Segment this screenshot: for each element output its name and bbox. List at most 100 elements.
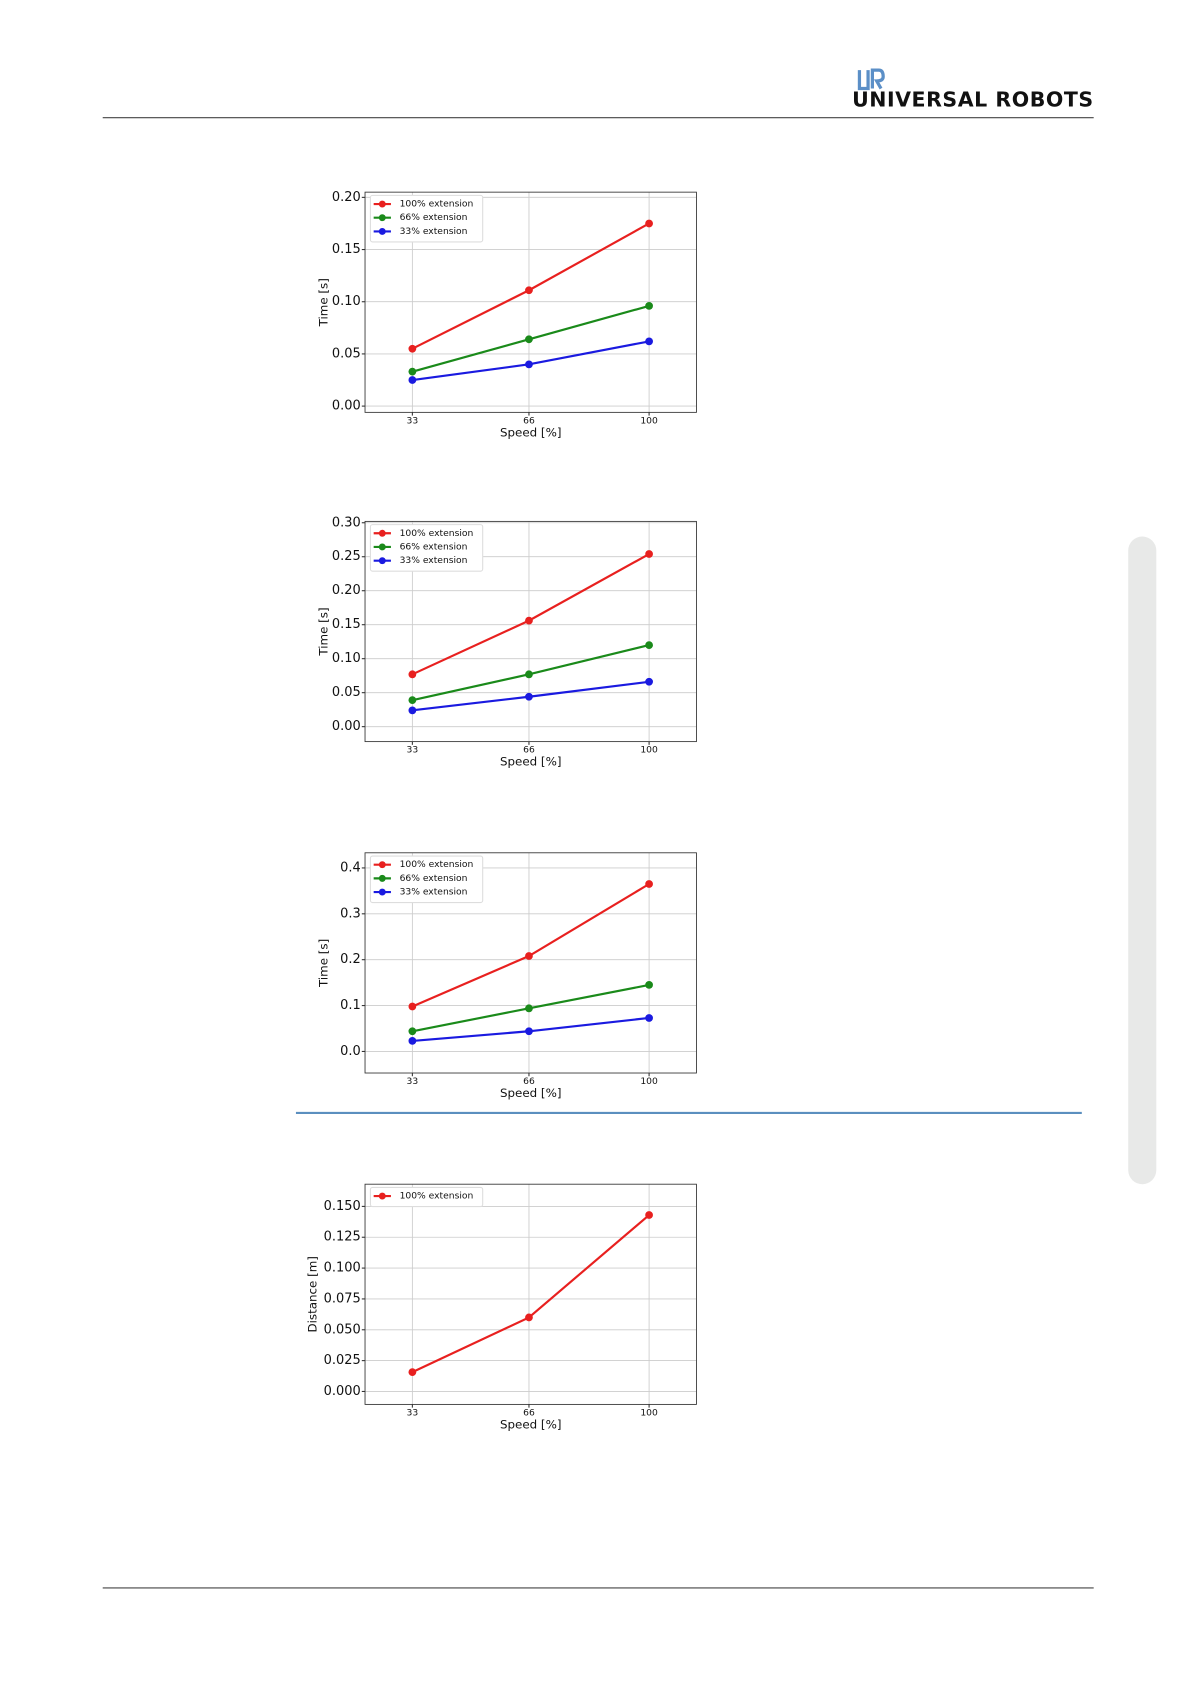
x-tick-label: 33 [407, 1076, 419, 1087]
y-tick-label: 0.4 [340, 860, 361, 875]
data-point [525, 1027, 533, 1036]
data-point [525, 952, 533, 960]
legend-box [369, 194, 484, 243]
chart: 33 66 100 0.00 0.05 0.10 0.15 0.20 0.25 0.30 Speed… [317, 515, 697, 769]
data-point [408, 344, 417, 353]
y-tick-label: 0.15 [332, 617, 361, 632]
legend-label: 66% extension [400, 873, 468, 884]
legend-marker [378, 1192, 386, 1200]
chart: 33 66 100 0.0 0.1 0.2 0.3 0.4 Speed [%] Time [s] 1… [317, 852, 697, 1100]
y-tick-label: 0.0 [340, 1044, 361, 1059]
x-tick-label: 100 [640, 416, 658, 427]
data-point [525, 335, 533, 344]
data-point [408, 367, 417, 376]
data-point [525, 692, 533, 701]
logo-icon [857, 68, 885, 91]
data-point [408, 376, 417, 384]
data-point [408, 1037, 417, 1045]
side-tab [1128, 536, 1157, 1185]
legend-label: 33% extension [400, 555, 468, 566]
y-tick-label: 0.05 [332, 685, 361, 700]
data-point [645, 880, 653, 888]
legend-label: 66% extension [400, 212, 468, 223]
x-axis-label: Speed [%] [500, 425, 561, 439]
x-tick-label: 33 [407, 1408, 419, 1419]
legend-marker [378, 214, 386, 222]
y-tick-label: 0.25 [332, 549, 361, 564]
x-tick-label: 66 [523, 1408, 535, 1419]
y-tick-label: 0.00 [332, 719, 361, 734]
data-point [408, 1368, 417, 1376]
plot-frame [364, 191, 697, 413]
x-tick-label: 66 [523, 745, 535, 756]
legend-box [369, 524, 484, 572]
x-axis-label: Speed [%] [500, 1086, 561, 1100]
legend-label: 100% extension [400, 859, 474, 870]
data-point [525, 670, 533, 679]
legend: 100% extension 66% extension 33% extension [369, 524, 484, 572]
data-point [645, 1014, 653, 1022]
legend-marker [378, 861, 386, 869]
plot-frame [364, 520, 697, 743]
data-point [525, 1313, 533, 1322]
legend-label: 33% extension [400, 226, 468, 237]
legend-marker [378, 874, 386, 882]
plot-frame [364, 852, 697, 1074]
y-tick-label: 0.3 [340, 906, 361, 921]
legend-marker [378, 529, 386, 537]
data-point [645, 1211, 653, 1219]
data-point [525, 1004, 533, 1013]
legend-label: 100% extension [400, 528, 474, 539]
chart: 33 66 100 0.000 0.025 0.050 0.075 0.100 0.125 0.1… [306, 1183, 697, 1431]
x-axis-label: Speed [%] [500, 1417, 561, 1431]
data-point [645, 337, 653, 346]
logo-text: UNIVERSAL ROBOTS [852, 87, 1094, 111]
y-tick-label: 0.10 [332, 294, 361, 309]
x-tick-label: 33 [407, 745, 419, 756]
x-tick-label: 66 [523, 1076, 535, 1087]
legend-label: 100% extension [400, 199, 474, 210]
data-point [525, 286, 533, 295]
y-tick-label: 0.2 [340, 952, 361, 967]
legend-marker [378, 543, 386, 551]
data-point [645, 302, 653, 310]
y-tick-label: 0.050 [324, 1322, 361, 1337]
data-point [645, 641, 653, 649]
data-point [408, 1002, 417, 1011]
data-point [525, 616, 533, 625]
legend: 100% extension 66% extension 33% extension [369, 194, 484, 243]
data-point [408, 1027, 417, 1036]
x-tick-label: 100 [640, 745, 658, 756]
x-tick-label: 33 [407, 416, 419, 427]
legend-label: 100% extension [400, 1191, 474, 1202]
x-tick-label: 66 [523, 416, 535, 427]
y-tick-label: 0.075 [324, 1291, 361, 1306]
data-point [645, 677, 653, 686]
legend-marker [378, 200, 386, 208]
y-tick-label: 0.125 [324, 1230, 361, 1245]
legend-label: 66% extension [400, 541, 468, 552]
y-tick-label: 0.20 [332, 190, 361, 205]
y-tick-label: 0.05 [332, 346, 361, 361]
plot-frame [364, 1183, 697, 1405]
legend-box [369, 855, 484, 904]
legend-marker [378, 227, 386, 235]
y-tick-label: 0.000 [324, 1384, 361, 1399]
data-point [408, 670, 417, 679]
y-axis-label: Time [s] [317, 278, 331, 327]
y-tick-label: 0.100 [324, 1261, 361, 1276]
y-tick-label: 0.20 [332, 583, 361, 598]
y-axis-label: Time [s] [317, 939, 331, 988]
legend: 100% extension 66% extension 33% extension [369, 855, 484, 904]
data-point [645, 550, 653, 558]
data-point [408, 696, 417, 705]
y-tick-label: 0.30 [332, 515, 361, 530]
data-point [408, 706, 417, 715]
legend-box [369, 1186, 484, 1208]
chart: 33 66 100 0.00 0.05 0.10 0.15 0.20 Speed [%] Time… [317, 190, 697, 439]
y-tick-label: 0.15 [332, 242, 361, 257]
y-tick-label: 0.1 [340, 998, 361, 1013]
y-tick-label: 0.150 [324, 1199, 361, 1214]
